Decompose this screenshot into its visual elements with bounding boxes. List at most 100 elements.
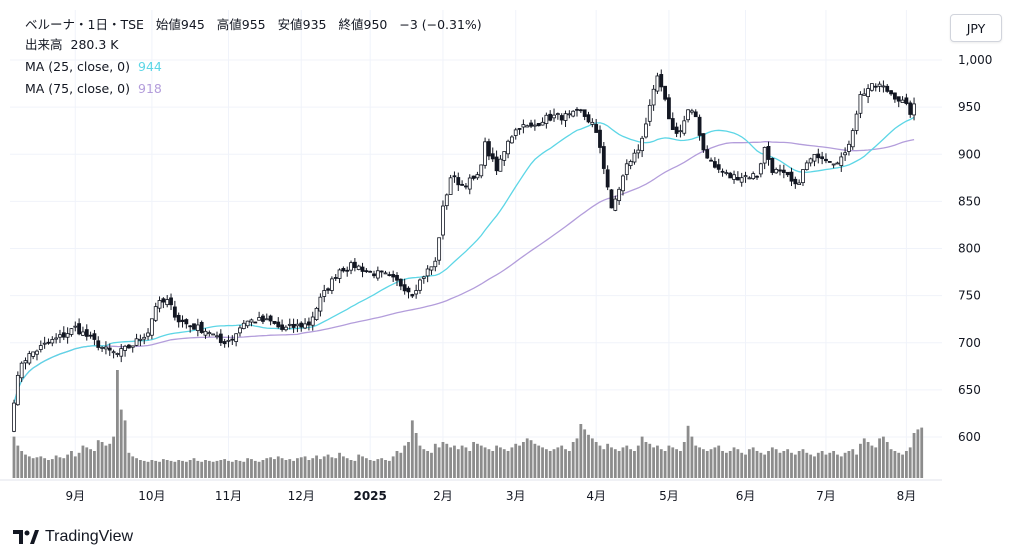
volume-bar [384,460,387,478]
candle [487,138,491,161]
volume-bar [724,452,728,478]
volume-bar [529,440,533,478]
volume-bar [437,447,441,478]
candle [609,189,614,209]
candle [165,294,170,308]
candle [35,349,39,361]
volume-bar [851,449,855,478]
candle [307,317,311,331]
volume-bar [89,449,92,478]
candle [617,186,622,205]
volume-bar [104,445,108,478]
legend-high: 高値955 [216,17,266,32]
candle [261,313,265,325]
candle [42,336,47,349]
volume-bar [188,460,192,478]
volume-bar [518,445,521,478]
volume-bar [667,445,671,478]
candle [720,168,725,177]
candle [651,84,656,111]
volume-bar [537,445,541,478]
volume-bar [16,445,20,478]
volume-bar [464,447,468,478]
candle [107,343,112,356]
candle [900,96,905,103]
candle [877,81,882,92]
candle [559,113,564,125]
candle [146,328,150,341]
volume-bar [215,460,219,478]
candle [885,84,890,93]
currency-button[interactable]: JPY [950,14,1002,42]
candle [847,140,851,156]
x-tick-label: 10月 [138,489,165,503]
volume-bar [35,457,39,478]
candle [127,343,131,349]
volume-bar [445,443,449,478]
candle [215,331,219,340]
candle [77,318,82,336]
candle [429,266,434,275]
volume-bar [694,445,698,478]
candle [441,200,445,240]
candle [785,171,790,177]
candle [444,193,449,210]
candle [663,85,667,102]
candle [732,170,736,184]
volume-bar [682,442,686,478]
candle [188,324,193,333]
volume-bar [809,454,813,478]
volume-bar [767,451,770,478]
legend-change: −3 (−0.31%) [399,17,482,32]
candle [272,321,277,325]
legend-ma25[interactable]: MA (25, close, 0) 944 [25,58,170,76]
volume-bar [671,447,675,478]
candle [724,169,729,176]
y-tick-label: 700 [958,336,981,350]
candle [418,278,422,294]
candle [287,318,292,330]
candle [138,334,143,347]
volume-bar [219,460,223,478]
volume-bar [617,451,621,478]
candle [123,344,127,357]
volume-bar [196,460,200,478]
legend-ma75[interactable]: MA (75, close, 0) 918 [25,80,170,98]
candle [425,265,430,283]
legend-ohlc: ベルーナ・1日・TSE 始値945 高値955 安値935 終値950 −3 (… [25,16,490,34]
candle [69,328,74,337]
volume-bar [372,460,376,478]
candle [38,340,43,353]
volume-bar [330,457,334,478]
tradingview-logo[interactable]: TradingView [13,526,133,548]
candle [96,336,101,351]
volume-bar [418,445,422,478]
candle [111,349,116,359]
volume-bar [506,451,510,478]
candle [50,336,55,347]
volume-bar [456,449,460,478]
candle [207,330,212,337]
volume-bar [449,447,453,478]
candle [755,175,759,180]
candle [552,108,556,122]
volume-bar [119,409,123,478]
volume-bar [912,433,916,478]
volume-bar [357,454,361,478]
volume-bar [403,445,407,478]
volume-bar [12,436,16,478]
candle [804,160,809,171]
volume-bar [621,447,625,478]
volume-bar [319,459,322,478]
candle [406,286,411,299]
volume-bar [376,459,380,478]
volume-bar [828,452,832,478]
volume-bar [832,451,836,478]
volume-bar [184,461,188,478]
candle [218,329,223,347]
candle [647,99,652,127]
volume-bar [39,456,43,478]
volume-bar [108,443,112,478]
volume-bar [135,458,138,478]
